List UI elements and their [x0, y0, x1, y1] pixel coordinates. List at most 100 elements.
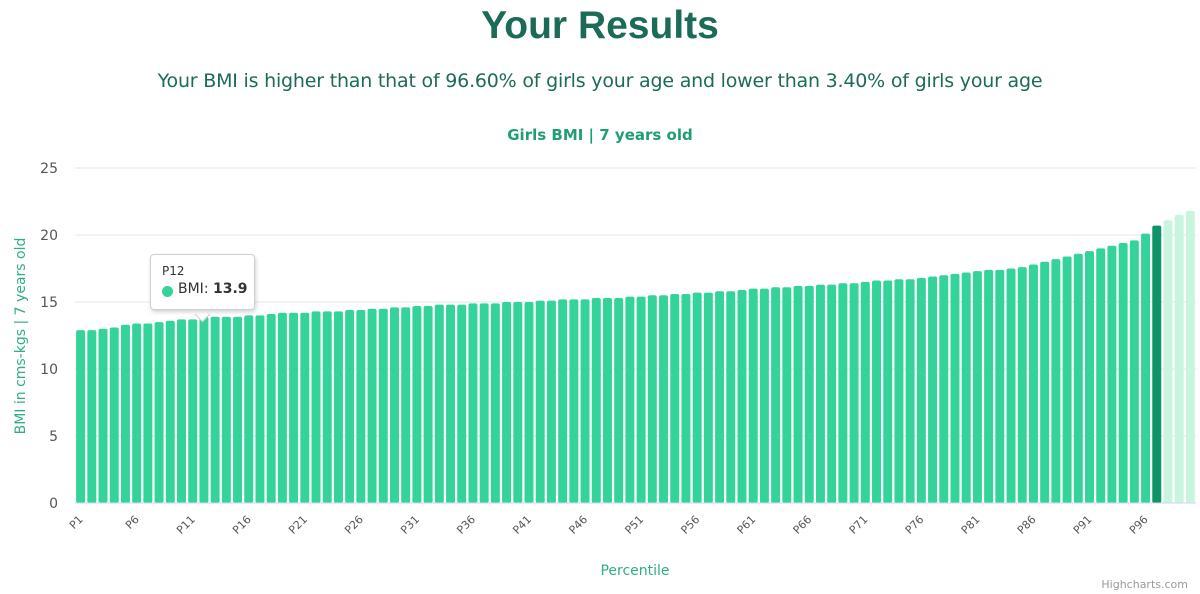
bar-p94[interactable] — [1118, 243, 1128, 504]
bar-p54[interactable] — [670, 293, 680, 503]
bar-p90[interactable] — [1073, 253, 1083, 503]
bar-p67[interactable] — [815, 284, 825, 503]
bar-p91[interactable] — [1085, 251, 1094, 503]
bar-p58[interactable] — [715, 291, 725, 503]
bar-p69[interactable] — [838, 283, 848, 503]
bar-p49[interactable] — [614, 297, 624, 503]
bar-p26[interactable] — [356, 310, 366, 503]
bar-p17[interactable] — [255, 315, 265, 503]
bar-p22[interactable] — [311, 311, 321, 503]
bar-p46[interactable] — [580, 299, 590, 503]
bar-p56[interactable] — [692, 292, 702, 503]
bar-p41[interactable] — [524, 302, 534, 503]
bar-p70[interactable] — [849, 283, 859, 503]
bar-p61[interactable] — [748, 288, 758, 503]
bar-p19[interactable] — [277, 312, 287, 503]
bar-p98[interactable] — [1163, 220, 1173, 503]
bar-p82[interactable] — [984, 269, 994, 503]
bar-p47[interactable] — [591, 297, 601, 503]
bar-p85[interactable] — [1017, 267, 1027, 503]
bar-p42[interactable] — [535, 300, 545, 503]
bar-p31[interactable] — [412, 306, 422, 503]
bar-p23[interactable] — [322, 311, 332, 503]
bar-p57[interactable] — [703, 292, 713, 503]
bar-p45[interactable] — [569, 299, 579, 503]
bar-p28[interactable] — [378, 308, 388, 503]
bar-series[interactable] — [76, 210, 1195, 504]
bar-p9[interactable] — [165, 320, 175, 503]
bar-p74[interactable] — [894, 279, 904, 503]
bar-p35[interactable] — [457, 304, 467, 503]
bar-p80[interactable] — [961, 272, 971, 503]
bar-p96[interactable] — [1141, 233, 1151, 503]
bar-p38[interactable] — [490, 303, 500, 503]
bar-p43[interactable] — [546, 300, 556, 503]
highcharts-credit-link[interactable]: Highcharts.com — [1101, 578, 1188, 591]
bar-p50[interactable] — [625, 296, 635, 503]
bar-p55[interactable] — [681, 293, 691, 503]
bar-p77[interactable] — [928, 276, 938, 503]
bar-p32[interactable] — [423, 306, 433, 503]
bar-p64[interactable] — [782, 287, 792, 503]
bar-p6[interactable] — [132, 323, 142, 503]
bar-p7[interactable] — [143, 323, 153, 503]
bar-p63[interactable] — [771, 287, 781, 503]
bar-p62[interactable] — [759, 288, 769, 503]
bar-p4[interactable] — [109, 327, 119, 503]
bar-p88[interactable] — [1051, 259, 1061, 503]
bar-p36[interactable] — [468, 303, 478, 503]
bar-p8[interactable] — [154, 322, 164, 503]
bar-p25[interactable] — [345, 310, 355, 503]
bar-p99[interactable] — [1174, 214, 1184, 503]
bar-p84[interactable] — [1006, 268, 1016, 504]
bar-p51[interactable] — [636, 296, 646, 503]
bar-p39[interactable] — [502, 302, 512, 503]
bar-p27[interactable] — [367, 308, 377, 503]
bar-p72[interactable] — [872, 280, 881, 503]
bar-p53[interactable] — [659, 295, 669, 503]
bar-p81[interactable] — [972, 271, 982, 503]
bar-p52[interactable] — [647, 295, 657, 503]
bar-p20[interactable] — [289, 312, 299, 503]
bar-p97[interactable] — [1152, 225, 1162, 503]
bar-p34[interactable] — [446, 304, 456, 503]
bar-p76[interactable] — [916, 277, 926, 503]
bar-p44[interactable] — [558, 299, 568, 503]
bar-p66[interactable] — [804, 285, 814, 503]
bar-p75[interactable] — [905, 279, 915, 503]
bar-p12[interactable] — [199, 316, 209, 503]
bar-p87[interactable] — [1040, 261, 1050, 503]
bar-p14[interactable] — [221, 316, 231, 503]
bar-p40[interactable] — [513, 302, 523, 503]
bar-p2[interactable] — [87, 330, 97, 503]
bar-p18[interactable] — [266, 314, 276, 503]
bar-p48[interactable] — [602, 297, 612, 503]
bar-p71[interactable] — [860, 281, 870, 503]
bar-p86[interactable] — [1028, 264, 1038, 503]
bar-p1[interactable] — [76, 330, 86, 503]
bar-p29[interactable] — [390, 307, 399, 503]
bar-p33[interactable] — [434, 304, 444, 503]
bar-p13[interactable] — [210, 316, 220, 503]
bar-p10[interactable] — [177, 319, 186, 503]
bar-p11[interactable] — [188, 319, 198, 503]
bar-p68[interactable] — [827, 284, 837, 503]
bar-p65[interactable] — [793, 285, 803, 503]
bar-p79[interactable] — [950, 273, 960, 503]
bar-p78[interactable] — [939, 275, 949, 503]
bar-p3[interactable] — [98, 328, 108, 503]
bar-p83[interactable] — [995, 269, 1005, 503]
bar-p60[interactable] — [737, 289, 747, 503]
bar-p21[interactable] — [300, 312, 310, 503]
bar-p73[interactable] — [883, 280, 893, 503]
bar-p37[interactable] — [479, 303, 489, 503]
bar-p89[interactable] — [1062, 256, 1072, 503]
bar-p95[interactable] — [1129, 240, 1139, 504]
bar-p24[interactable] — [333, 311, 343, 503]
bar-p16[interactable] — [244, 315, 254, 503]
bar-p30[interactable] — [401, 307, 411, 503]
bar-p93[interactable] — [1107, 245, 1117, 503]
bar-p5[interactable] — [120, 324, 130, 503]
bar-p59[interactable] — [726, 291, 736, 503]
